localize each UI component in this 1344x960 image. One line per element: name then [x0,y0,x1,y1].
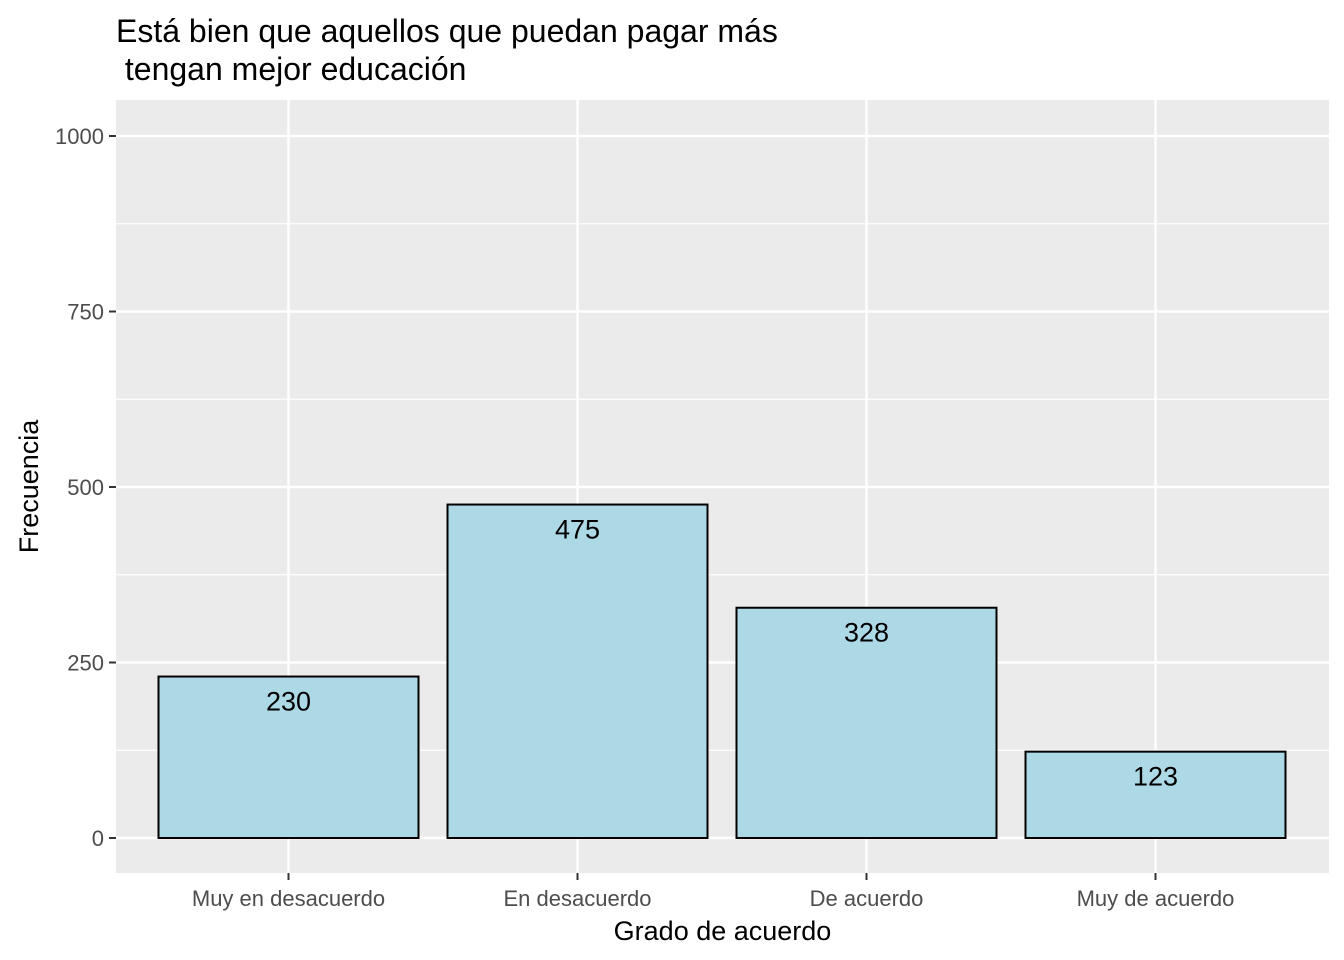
y-tick-label: 500 [67,475,104,500]
y-tick-label: 750 [67,300,104,325]
bar-0 [157,675,420,839]
bar-label-0: 230 [266,687,311,717]
bars [157,503,1287,840]
y-axis-ticks: 0 250 500 750 1000 [55,124,116,851]
bar-label-3: 123 [1133,762,1178,792]
bar-label-1: 475 [555,515,600,545]
bar-label-2: 328 [844,618,889,648]
bar-1 [446,503,709,839]
bar-2 [735,606,998,840]
x-tick-label: En desacuerdo [504,886,652,911]
x-axis-ticks: Muy en desacuerdo En desacuerdo De acuerdo… [192,873,1235,911]
y-tick-label: 1000 [55,124,104,149]
minor-gridlines [116,223,1329,751]
y-tick-label: 250 [67,651,104,676]
y-tick-label: 0 [92,826,104,851]
x-tick-label: Muy de acuerdo [1077,886,1235,911]
bar-3 [1024,750,1287,839]
x-tick-label: De acuerdo [810,886,924,911]
x-axis-title: Grado de acuerdo [614,916,832,946]
bar-labels: 230 475 328 123 [266,515,1178,792]
chart-title: Está bien que aquellos que puedan pagar … [116,13,778,87]
y-axis-title: Frecuencia [14,419,44,554]
x-tick-label: Muy en desacuerdo [192,886,385,911]
